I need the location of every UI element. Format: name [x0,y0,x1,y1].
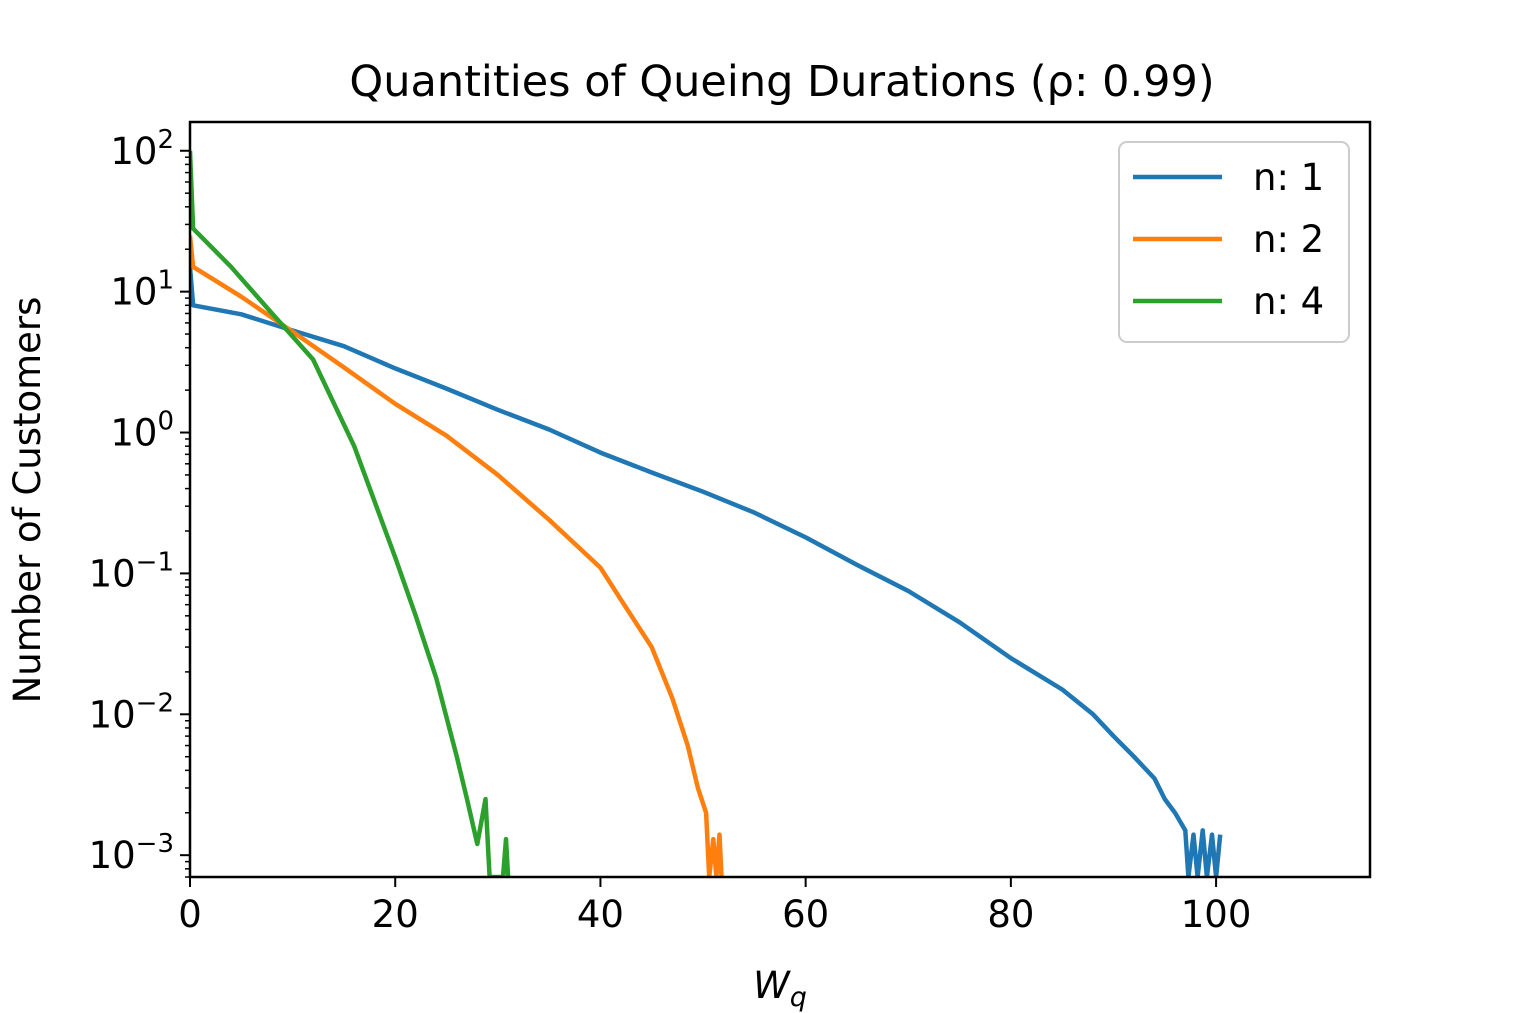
y-tick-label: 100 [110,407,174,455]
legend-label-1: n: 1 [1253,156,1324,199]
series-line-2 [190,235,724,877]
chart-title: Quantities of Queing Durations (ρ: 0.99) [349,57,1214,107]
legend: n: 1 n: 2 n: 4 [1118,141,1350,343]
legend-box [1118,141,1350,343]
x-tick-label: 60 [782,893,829,936]
y-tick-label: 101 [110,266,174,314]
y-axis-label: Number of Customers [6,297,49,704]
x-axis-label: Wq [753,964,807,1013]
x-tick-label: 20 [372,893,419,936]
y-tick-label: 10−2 [89,688,174,736]
x-tick-label: 40 [577,893,624,936]
series-line-3 [190,150,511,877]
y-tick-label: 102 [110,125,174,173]
series-line-1 [190,266,1223,877]
axes: 0 20 40 60 80 100 10−3 10−2 10−1 100 101 102 [89,125,1252,936]
plot-frame [188,120,1372,879]
x-tick-label: 0 [178,893,202,936]
plot-area [190,150,1223,877]
x-tick-label: 80 [987,893,1034,936]
x-tick-label: 100 [1181,893,1252,936]
legend-label-3: n: 4 [1253,280,1324,323]
legend-label-2: n: 2 [1253,218,1324,261]
y-tick-label: 10−3 [89,829,174,877]
y-tick-label: 10−1 [89,547,174,595]
